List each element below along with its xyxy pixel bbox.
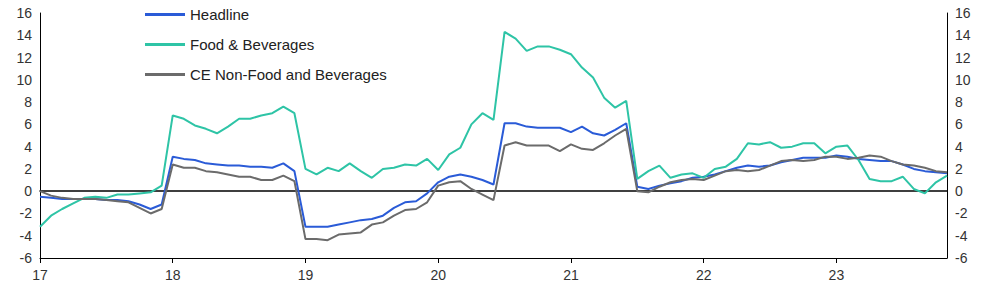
svg-text:-6: -6 (20, 250, 33, 266)
svg-text:22: 22 (696, 267, 712, 283)
svg-text:0: 0 (24, 183, 32, 199)
svg-text:8: 8 (955, 94, 963, 110)
svg-text:Headline: Headline (190, 6, 249, 23)
svg-text:20: 20 (430, 267, 446, 283)
svg-text:-4: -4 (20, 228, 33, 244)
svg-text:17: 17 (32, 267, 48, 283)
svg-text:-6: -6 (955, 250, 968, 266)
svg-text:14: 14 (16, 27, 32, 43)
svg-text:6: 6 (24, 116, 32, 132)
svg-text:10: 10 (16, 72, 32, 88)
svg-text:4: 4 (24, 139, 32, 155)
svg-text:-2: -2 (955, 205, 968, 221)
svg-text:14: 14 (955, 27, 971, 43)
svg-text:8: 8 (24, 94, 32, 110)
svg-text:12: 12 (955, 50, 971, 66)
svg-text:23: 23 (829, 267, 845, 283)
svg-text:-2: -2 (20, 205, 33, 221)
svg-text:2: 2 (955, 161, 963, 177)
svg-text:18: 18 (165, 267, 181, 283)
svg-text:-4: -4 (955, 228, 968, 244)
svg-text:16: 16 (16, 5, 32, 21)
svg-text:2: 2 (24, 161, 32, 177)
svg-text:CE Non-Food and Beverages: CE Non-Food and Beverages (190, 66, 387, 83)
svg-text:10: 10 (955, 72, 971, 88)
svg-text:0: 0 (955, 183, 963, 199)
svg-text:12: 12 (16, 50, 32, 66)
svg-text:6: 6 (955, 116, 963, 132)
svg-text:16: 16 (955, 5, 971, 21)
svg-text:Food & Beverages: Food & Beverages (190, 36, 314, 53)
svg-text:21: 21 (563, 267, 579, 283)
svg-text:19: 19 (298, 267, 314, 283)
svg-text:4: 4 (955, 139, 963, 155)
